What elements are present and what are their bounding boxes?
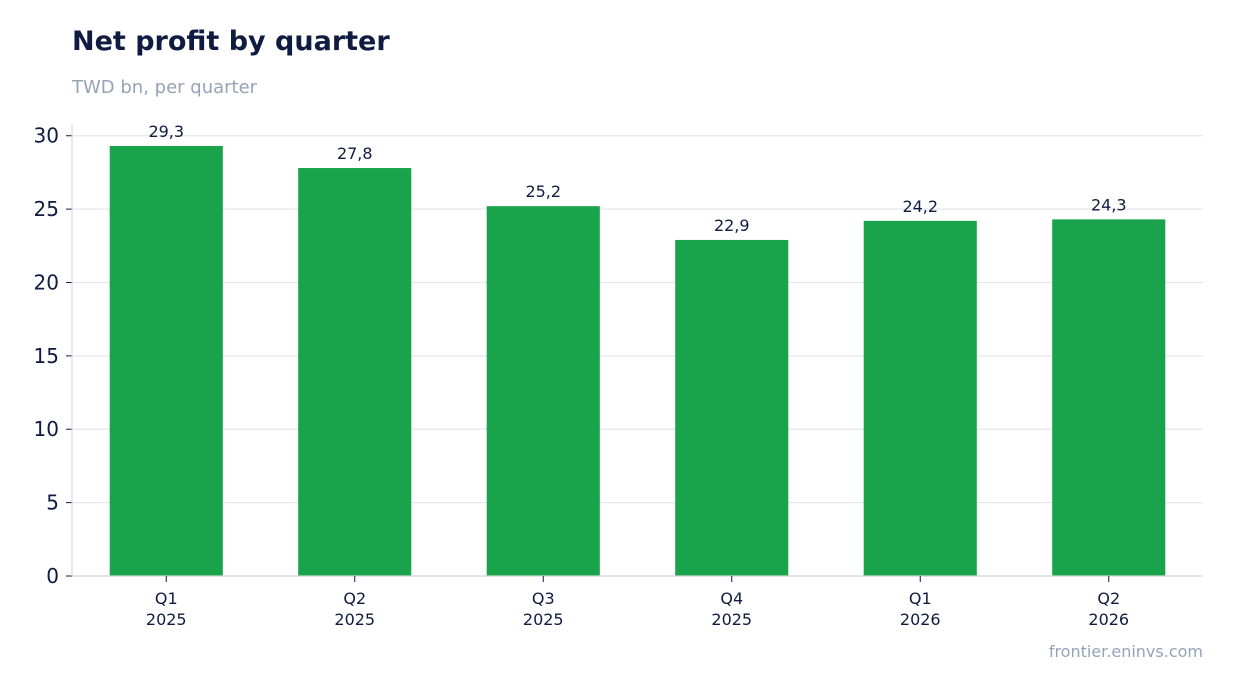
source-credit: frontier.eninvs.com [1048,642,1203,661]
bar [863,220,977,576]
x-tick-label-quarter: Q1 [155,589,178,608]
data-label: 24,3 [1091,195,1127,214]
y-tick-label: 10 [34,417,59,441]
x-tick-label-year: 2025 [711,610,752,629]
bar [298,168,412,576]
y-tick-label: 15 [34,344,59,368]
data-label: 25,2 [525,182,561,201]
data-label: 29,3 [148,122,184,141]
x-tick-label-quarter: Q3 [532,589,555,608]
x-tick-label-year: 2025 [334,610,375,629]
gridlines [72,135,1203,504]
x-tick-label-year: 2025 [523,610,564,629]
axes: 051015202530Q12025Q22025Q32025Q42025Q120… [34,124,1203,629]
data-label: 24,2 [902,197,938,216]
chart-subtitle: TWD bn, per quarter [72,77,258,98]
chart-title: Net profit by quarter [72,26,390,57]
data-label: 22,9 [714,216,750,235]
bar [675,239,789,576]
x-tick-label-quarter: Q1 [909,589,932,608]
x-tick-label-quarter: Q2 [1097,589,1120,608]
data-labels: 29,3 27,8 25,2 22,9 24,2 24,3 [148,122,1126,235]
bars [109,146,1166,576]
y-tick-label: 0 [46,564,59,588]
y-tick-label: 25 [34,197,59,221]
x-tick-label-year: 2026 [1088,610,1129,629]
y-tick-label: 30 [34,124,59,148]
y-tick-label: 5 [46,491,59,515]
data-label: 27,8 [337,144,373,163]
bar [1052,219,1166,576]
bar [109,146,223,576]
x-tick-label-quarter: Q4 [720,589,743,608]
y-tick-label: 20 [34,270,59,294]
x-tick-label-year: 2026 [900,610,941,629]
x-tick-label-year: 2025 [146,610,187,629]
bar [486,206,600,576]
x-tick-label-quarter: Q2 [343,589,366,608]
